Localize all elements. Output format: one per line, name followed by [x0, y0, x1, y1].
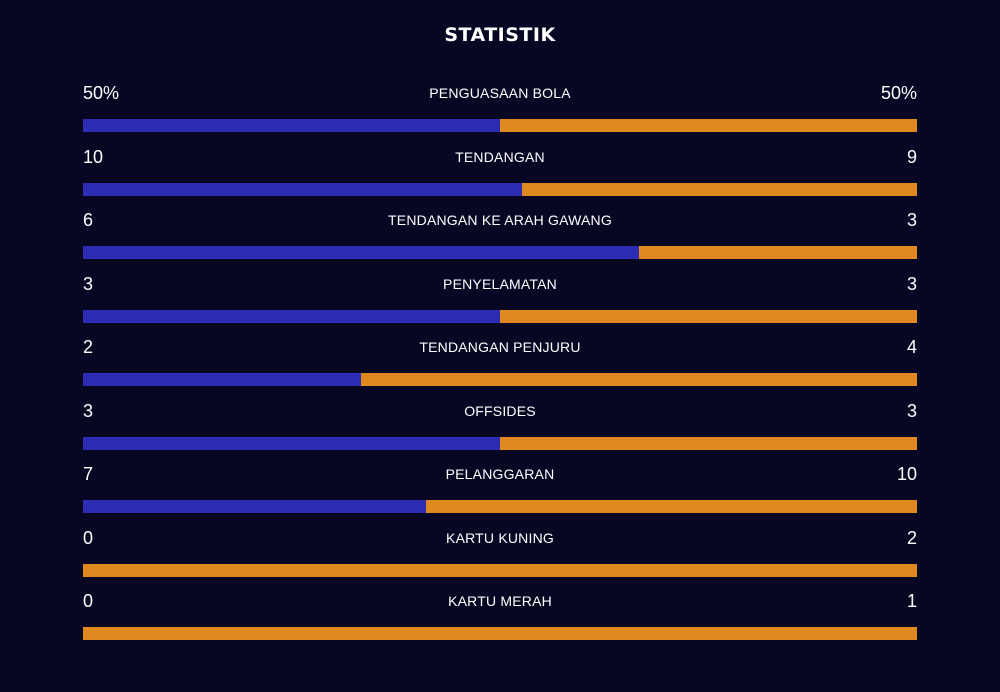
comparison-bar: [83, 563, 917, 577]
home-bar-segment: [83, 500, 427, 513]
away-value: 9: [906, 146, 917, 167]
stat-row-header: 0 KARTU KUNING 2: [83, 525, 917, 551]
comparison-bar: [83, 373, 917, 386]
home-value: 2: [83, 337, 94, 357]
home-bar-segment: [83, 436, 500, 450]
home-value: 10: [83, 146, 104, 167]
away-bar-segment: [83, 627, 917, 640]
home-bar-segment: [83, 182, 522, 196]
stat-row-red-cards: 0 KARTU MERAH 1: [83, 588, 917, 652]
away-bar-segment: [500, 436, 917, 450]
away-bar-segment: [638, 246, 917, 259]
stat-label: PENGUASAAN BOLA: [429, 85, 571, 101]
stat-label: KARTU MERAH: [448, 593, 552, 609]
stat-row-header: 7 PELANGGARAN 10: [83, 461, 917, 487]
home-value: 3: [83, 273, 94, 294]
stat-label: TENDANGAN KE ARAH GAWANG: [388, 212, 612, 228]
stat-row-header: 2 TENDANGAN PENJURU 4: [83, 334, 917, 360]
away-bar-segment: [500, 119, 917, 132]
away-bar-segment: [83, 563, 917, 577]
home-value: 6: [83, 210, 94, 230]
away-bar-segment: [360, 373, 917, 386]
home-value: 7: [83, 464, 94, 484]
comparison-bar: [83, 436, 917, 450]
stat-row-possession: 50% PENGUASAAN BOLA 50%: [83, 80, 917, 144]
comparison-bar: [83, 246, 917, 259]
stat-row-header: 3 OFFSIDES 3: [83, 398, 917, 424]
home-value: 3: [83, 400, 94, 421]
away-value: 50%: [880, 83, 917, 103]
home-value: 0: [83, 527, 94, 548]
stat-label: OFFSIDES: [464, 402, 536, 419]
away-value: 3: [906, 273, 917, 294]
stat-row-header: 10 TENDANGAN 9: [83, 144, 917, 170]
away-value: 3: [906, 210, 917, 230]
stat-row-header: 0 KARTU MERAH 1: [83, 588, 917, 614]
away-bar-segment: [500, 309, 917, 323]
comparison-bar: [83, 627, 917, 640]
stat-row-fouls: 7 PELANGGARAN 10: [83, 461, 917, 525]
comparison-bar: [83, 309, 917, 323]
stat-row-offsides: 3 OFFSIDES 3: [83, 398, 917, 462]
away-value: 3: [906, 400, 917, 421]
comparison-bar: [83, 500, 917, 513]
stats-title: STATISTIK: [444, 24, 556, 46]
home-bar-segment: [83, 309, 500, 323]
stat-row-saves: 3 PENYELAMATAN 3: [83, 271, 917, 335]
stat-label: PENYELAMATAN: [443, 275, 557, 292]
home-bar-segment: [83, 246, 639, 259]
away-value: 1: [906, 591, 917, 611]
stats-list: 50% PENGUASAAN BOLA 50% 10 TENDANGAN 9 6…: [83, 80, 917, 652]
away-value: 4: [906, 337, 917, 357]
stat-row-header: 50% PENGUASAAN BOLA 50%: [83, 80, 917, 106]
stat-label: TENDANGAN: [455, 148, 545, 165]
stat-row-header: 6 TENDANGAN KE ARAH GAWANG 3: [83, 207, 917, 233]
stat-row-header: 3 PENYELAMATAN 3: [83, 271, 917, 297]
stat-row-shots-on-target: 6 TENDANGAN KE ARAH GAWANG 3: [83, 207, 917, 271]
stat-row-yellow-cards: 0 KARTU KUNING 2: [83, 525, 917, 589]
stat-label: TENDANGAN PENJURU: [419, 339, 581, 355]
stat-row-shots: 10 TENDANGAN 9: [83, 144, 917, 208]
home-value: 0: [83, 591, 94, 611]
away-bar-segment: [426, 500, 917, 513]
comparison-bar: [83, 182, 917, 196]
stat-label: PELANGGARAN: [445, 466, 555, 482]
away-bar-segment: [521, 182, 917, 196]
home-value: 50%: [83, 83, 120, 103]
home-bar-segment: [83, 373, 361, 386]
away-value: 2: [906, 527, 917, 548]
home-bar-segment: [83, 119, 500, 132]
comparison-bar: [83, 119, 917, 132]
away-value: 10: [896, 464, 917, 484]
stat-row-corners: 2 TENDANGAN PENJURU 4: [83, 334, 917, 398]
stat-label: KARTU KUNING: [446, 529, 554, 546]
